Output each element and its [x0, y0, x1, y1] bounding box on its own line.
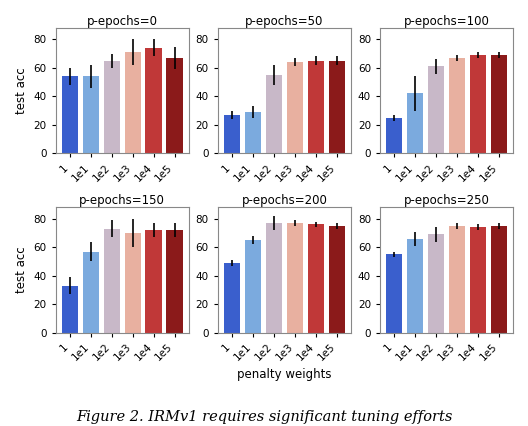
- Bar: [103, 61, 120, 153]
- Bar: [266, 75, 282, 153]
- Bar: [125, 233, 141, 333]
- Bar: [470, 55, 486, 153]
- Bar: [224, 115, 240, 153]
- Bar: [491, 226, 507, 333]
- Bar: [245, 240, 261, 333]
- Bar: [103, 229, 120, 333]
- Title: p-epochs=50: p-epochs=50: [245, 15, 324, 28]
- Bar: [470, 227, 486, 333]
- Bar: [62, 286, 78, 333]
- Bar: [224, 263, 240, 333]
- X-axis label: penalty weights: penalty weights: [237, 368, 332, 381]
- Bar: [62, 76, 78, 153]
- Bar: [145, 230, 162, 333]
- Title: p-epochs=100: p-epochs=100: [403, 15, 489, 28]
- Bar: [428, 234, 444, 333]
- Bar: [328, 226, 345, 333]
- Bar: [287, 62, 303, 153]
- Text: Figure 2. IRMv1 requires significant tuning efforts: Figure 2. IRMv1 requires significant tun…: [76, 410, 452, 424]
- Y-axis label: test acc: test acc: [15, 67, 28, 114]
- Title: p-epochs=150: p-epochs=150: [79, 194, 165, 207]
- Bar: [449, 226, 465, 333]
- Bar: [83, 76, 99, 153]
- Bar: [428, 66, 444, 153]
- Bar: [449, 58, 465, 153]
- Bar: [287, 223, 303, 333]
- Bar: [166, 58, 183, 153]
- Bar: [245, 112, 261, 153]
- Bar: [308, 61, 324, 153]
- Bar: [328, 61, 345, 153]
- Bar: [83, 251, 99, 333]
- Bar: [145, 48, 162, 153]
- Bar: [125, 52, 141, 153]
- Title: p-epochs=0: p-epochs=0: [87, 15, 158, 28]
- Bar: [308, 225, 324, 333]
- Title: p-epochs=200: p-epochs=200: [241, 194, 327, 207]
- Bar: [266, 223, 282, 333]
- Bar: [407, 239, 423, 333]
- Bar: [407, 93, 423, 153]
- Y-axis label: test acc: test acc: [15, 247, 28, 294]
- Bar: [166, 230, 183, 333]
- Bar: [386, 118, 402, 153]
- Title: p-epochs=250: p-epochs=250: [403, 194, 489, 207]
- Bar: [386, 254, 402, 333]
- Bar: [491, 55, 507, 153]
